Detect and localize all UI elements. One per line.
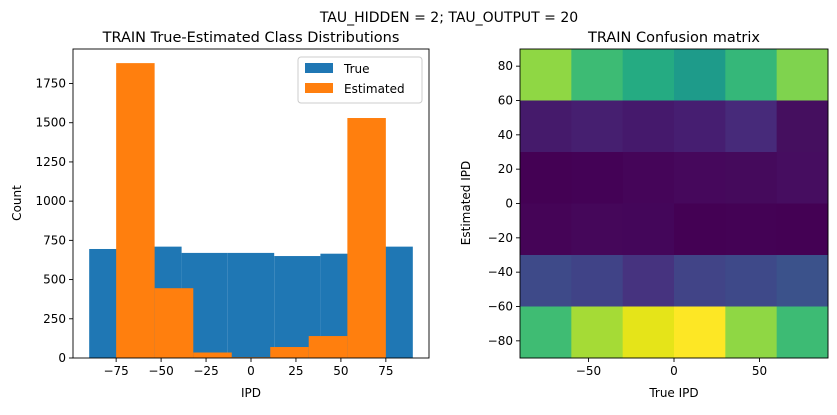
- heatmap-y-tick-label-7: 60: [498, 94, 513, 108]
- heatmap-cell-r4-c4: [725, 255, 778, 307]
- histogram-chart: TRAIN True-Estimated Class Distributions…: [10, 30, 430, 400]
- legend-swatch-true: [305, 63, 333, 73]
- heatmap-cell-r0-c0: [520, 49, 572, 101]
- heatmap-cell-r5-c1: [571, 306, 624, 359]
- histogram-x-tick-label-3: 0: [247, 364, 255, 378]
- histogram-y-tick-label-4: 1000: [35, 194, 66, 208]
- heatmap-cell-r3-c1: [571, 203, 624, 256]
- confusion-matrix-title: TRAIN Confusion matrix: [587, 30, 760, 46]
- heatmap-cell-r0-c5: [776, 49, 829, 101]
- histogram-x-tick-label-4: 25: [288, 364, 303, 378]
- heatmap-cell-r5-c3: [674, 306, 726, 359]
- histogram-y-axis-label: Count: [10, 185, 24, 221]
- heatmap-cell-r2-c0: [520, 152, 572, 204]
- heatmap-cell-r2-c2: [622, 152, 675, 204]
- heatmap-x-ticks: −50 0 50: [576, 358, 767, 378]
- heatmap-cell-r0-c4: [725, 49, 778, 101]
- heatmap-cell-r1-c4: [725, 100, 778, 153]
- heatmap-cell-r2-c1: [571, 152, 624, 204]
- heatmap-cell-r0-c1: [571, 49, 624, 101]
- histogram-y-tick-label-5: 1250: [35, 155, 66, 169]
- heatmap-cell-r2-c4: [725, 152, 778, 204]
- heatmap-x-tick-label-1: 0: [670, 364, 678, 378]
- heatmap-cell-r4-c2: [622, 255, 675, 307]
- heatmap-cell-r5-c0: [520, 306, 572, 359]
- heatmap-cell-r2-c5: [776, 152, 829, 204]
- heatmap-cell-r1-c5: [776, 100, 829, 153]
- heatmap-y-tick-label-0: −80: [488, 334, 513, 348]
- histogram-x-tick-label-1: −50: [148, 364, 173, 378]
- estimated-bar-0: [116, 63, 155, 358]
- histogram-x-tick-label-2: −25: [193, 364, 218, 378]
- heatmap-cell-r5-c5: [776, 306, 829, 359]
- heatmap-cell-r1-c0: [520, 100, 572, 153]
- confusion-matrix-chart: TRAIN Confusion matrix −50 0 50 −80−60−40−…: [459, 30, 829, 400]
- heatmap-cell-r4-c5: [776, 255, 829, 307]
- heatmap-y-tick-label-6: 40: [498, 128, 513, 142]
- heatmap-cell-r3-c0: [520, 203, 572, 256]
- heatmap-cell-r4-c3: [674, 255, 726, 307]
- histogram-x-tick-label-6: 75: [378, 364, 393, 378]
- heatmap-y-tick-label-2: −40: [488, 265, 513, 279]
- true-bar-3: [227, 252, 275, 358]
- histogram-y-tick-label-1: 250: [43, 312, 66, 326]
- heatmap-cell-r0-c3: [674, 49, 726, 101]
- heatmap-cell-r5-c4: [725, 306, 778, 359]
- histogram-legend: True Estimated: [297, 56, 423, 104]
- histogram-x-tick-label-5: 50: [333, 364, 348, 378]
- histogram-bars: [89, 63, 413, 358]
- heatmap-cell-r3-c2: [622, 203, 675, 256]
- estimated-bar-4: [270, 347, 309, 358]
- estimated-bar-6: [347, 118, 386, 358]
- histogram-y-tick-label-0: 0: [58, 351, 66, 365]
- heatmap-cell-r0-c2: [622, 49, 675, 101]
- histogram-x-axis-label: IPD: [241, 386, 261, 400]
- heatmap-cell-r3-c3: [674, 203, 726, 256]
- histogram-title: TRAIN True-Estimated Class Distributions: [102, 30, 400, 46]
- heatmap-y-ticks: −80 −60 −40 −20 0 20 40 60 80: [488, 59, 520, 348]
- estimated-bar-5: [308, 336, 348, 358]
- heatmap-y-tick-label-5: 20: [498, 162, 513, 176]
- heatmap-x-tick-label-2: 50: [752, 364, 767, 378]
- heatmap-y-tick-label-1: −60: [488, 300, 513, 314]
- legend-label-estimated: Estimated: [344, 82, 405, 96]
- heatmap-cell-r4-c1: [571, 255, 624, 307]
- histogram-y-tick-label-6: 1500: [35, 116, 66, 130]
- estimated-bar-1: [154, 288, 194, 358]
- heatmap-cell-r1-c1: [571, 100, 624, 153]
- histogram-x-ticks: −75 −50 −25 0 25 50 75: [103, 358, 393, 378]
- heatmap-cell-r1-c3: [674, 100, 726, 153]
- histogram-y-tick-label-3: 750: [43, 233, 66, 247]
- heatmap-y-tick-label-8: 80: [498, 59, 513, 73]
- histogram-y-tick-label-7: 1750: [35, 77, 66, 91]
- histogram-y-tick-label-2: 500: [43, 273, 66, 287]
- estimated-bar-2: [193, 352, 232, 358]
- heatmap-cell-r1-c2: [622, 100, 675, 153]
- legend-label-true: True: [343, 62, 370, 76]
- heatmap-cell-r3-c5: [776, 203, 829, 256]
- histogram-y-ticks: 0 250 500 750 1000 1250 1500 1750: [35, 77, 73, 365]
- heatmap-cell-r2-c3: [674, 152, 726, 204]
- histogram-x-tick-label-0: −75: [103, 364, 128, 378]
- suptitle: TAU_HIDDEN = 2; TAU_OUTPUT = 20: [319, 10, 578, 26]
- heatmap-cell-r3-c4: [725, 203, 778, 256]
- heatmap-cells: [520, 49, 829, 359]
- heatmap-x-tick-label-0: −50: [576, 364, 601, 378]
- heatmap-y-tick-label-3: −20: [488, 231, 513, 245]
- legend-swatch-estimated: [305, 83, 333, 93]
- heatmap-x-axis-label: True IPD: [648, 386, 698, 400]
- heatmap-cell-r5-c2: [622, 306, 675, 359]
- heatmap-y-axis-label: Estimated IPD: [459, 161, 473, 245]
- heatmap-cell-r4-c0: [520, 255, 572, 307]
- heatmap-y-tick-label-4: 0: [505, 197, 513, 211]
